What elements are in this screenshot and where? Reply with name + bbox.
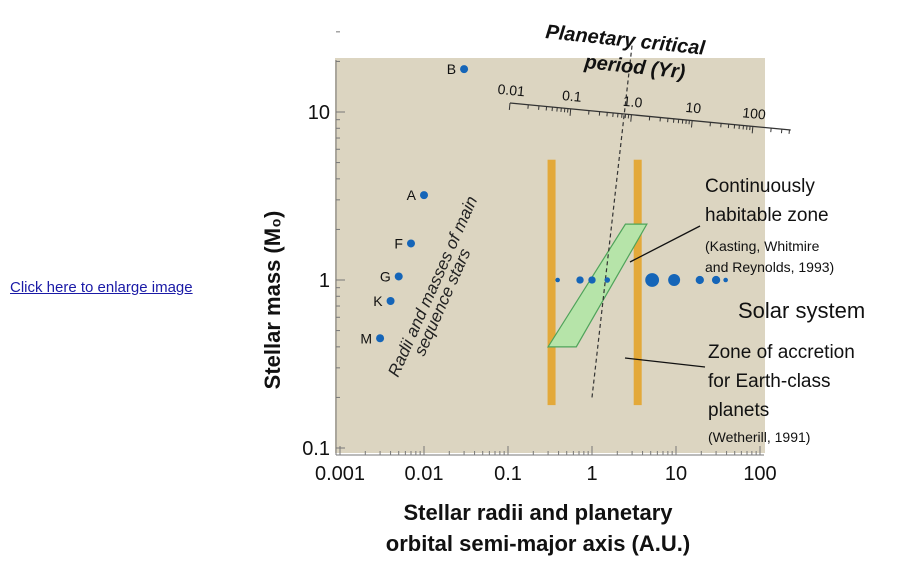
- top-axis-tick-label: 10: [685, 99, 702, 116]
- accretion-band-1: [547, 159, 556, 406]
- planet-point-5: [645, 273, 660, 287]
- habitable-zone-leader: [629, 225, 701, 263]
- planet-point-8: [711, 275, 721, 285]
- top-axis-tick: [569, 108, 572, 116]
- planet-point-1: [555, 277, 560, 283]
- accretion-citation: (Wetherill, 1991): [708, 429, 810, 445]
- top-axis-title-line-1: Planetary critical: [544, 21, 706, 60]
- star-point-B: [460, 65, 469, 74]
- planet-point-9: [723, 277, 728, 283]
- habitable-zone-citation-line-2: and Reynolds, 1993): [705, 259, 834, 275]
- top-axis-tick-label: 0.1: [562, 87, 583, 105]
- accretion-band-2: [633, 159, 642, 406]
- star-label-B: B: [447, 61, 456, 77]
- x-axis-label-line-2: orbital semi-major axis (A.U.): [386, 531, 690, 556]
- planet-point-2: [576, 276, 584, 284]
- main-sequence-stars: B A F GK M: [360, 61, 469, 346]
- axes: 0.001 0.01 0.1 1 10 100 0.1 1 10: [302, 31, 777, 485]
- star-label-A: A: [407, 187, 417, 203]
- planet-point-3: [588, 276, 596, 284]
- x-tick-label: 10: [665, 463, 687, 485]
- x-axis-label-line-1: Stellar radii and planetary: [404, 500, 674, 525]
- star-point-M: [376, 334, 385, 343]
- solar-system-planets: [555, 273, 728, 287]
- y-axis-label: Stellar mass (M₀): [260, 211, 285, 390]
- star-label-M: M: [360, 330, 372, 346]
- top-axis-tick: [690, 120, 693, 128]
- x-tick-label: 0.1: [494, 463, 522, 485]
- critical-period-line: [591, 45, 633, 398]
- x-tick-label: 0.01: [405, 463, 444, 485]
- x-tick-label: 100: [743, 463, 776, 485]
- y-tick-label: 10: [308, 102, 330, 124]
- star-point-A: [420, 191, 428, 200]
- habitable-zone-label-line-1: Continuously: [705, 176, 815, 197]
- accretion-label-line-3: planets: [708, 400, 769, 421]
- accretion-leader: [624, 357, 706, 368]
- top-axis-tick: [751, 126, 754, 134]
- enlarge-image-link[interactable]: Click here to enlarge image: [10, 279, 193, 296]
- top-axis-tick: [630, 114, 632, 122]
- top-axis-tick-label: 100: [742, 104, 767, 122]
- solar-system-label: Solar system: [738, 298, 865, 323]
- y-tick-label: 0.1: [302, 438, 330, 460]
- accretion-label-line-1: Zone of accretion: [708, 342, 855, 363]
- star-label-G: G: [380, 268, 391, 284]
- top-axis-tick-label: 0.01: [497, 81, 526, 100]
- star-point-F: [406, 239, 415, 248]
- top-period-axis: 0.01 0.1 1.0 10 100: [497, 81, 791, 134]
- planet-point-6: [668, 274, 681, 286]
- top-axis-tick-label: 1.0: [622, 93, 643, 111]
- x-tick-label: 0.001: [315, 463, 365, 485]
- habitable-zone-label-line-2: habitable zone: [705, 205, 829, 226]
- accretion-label-line-2: for Earth-class: [708, 371, 830, 392]
- habitable-zone: [546, 223, 648, 348]
- star-label-K: K: [373, 293, 383, 309]
- star-label-F: F: [394, 235, 403, 251]
- x-tick-label: 1: [586, 463, 597, 485]
- accretion-bands: [547, 159, 642, 406]
- habitable-zone-citation-line-1: (Kasting, Whitmire: [705, 238, 820, 254]
- planet-point-7: [695, 275, 704, 285]
- star-point-G: [394, 272, 403, 281]
- star-point-K: [386, 296, 395, 305]
- y-tick-label: 1: [319, 270, 330, 292]
- planet-point-4: [604, 277, 611, 283]
- top-axis-tick: [508, 102, 511, 111]
